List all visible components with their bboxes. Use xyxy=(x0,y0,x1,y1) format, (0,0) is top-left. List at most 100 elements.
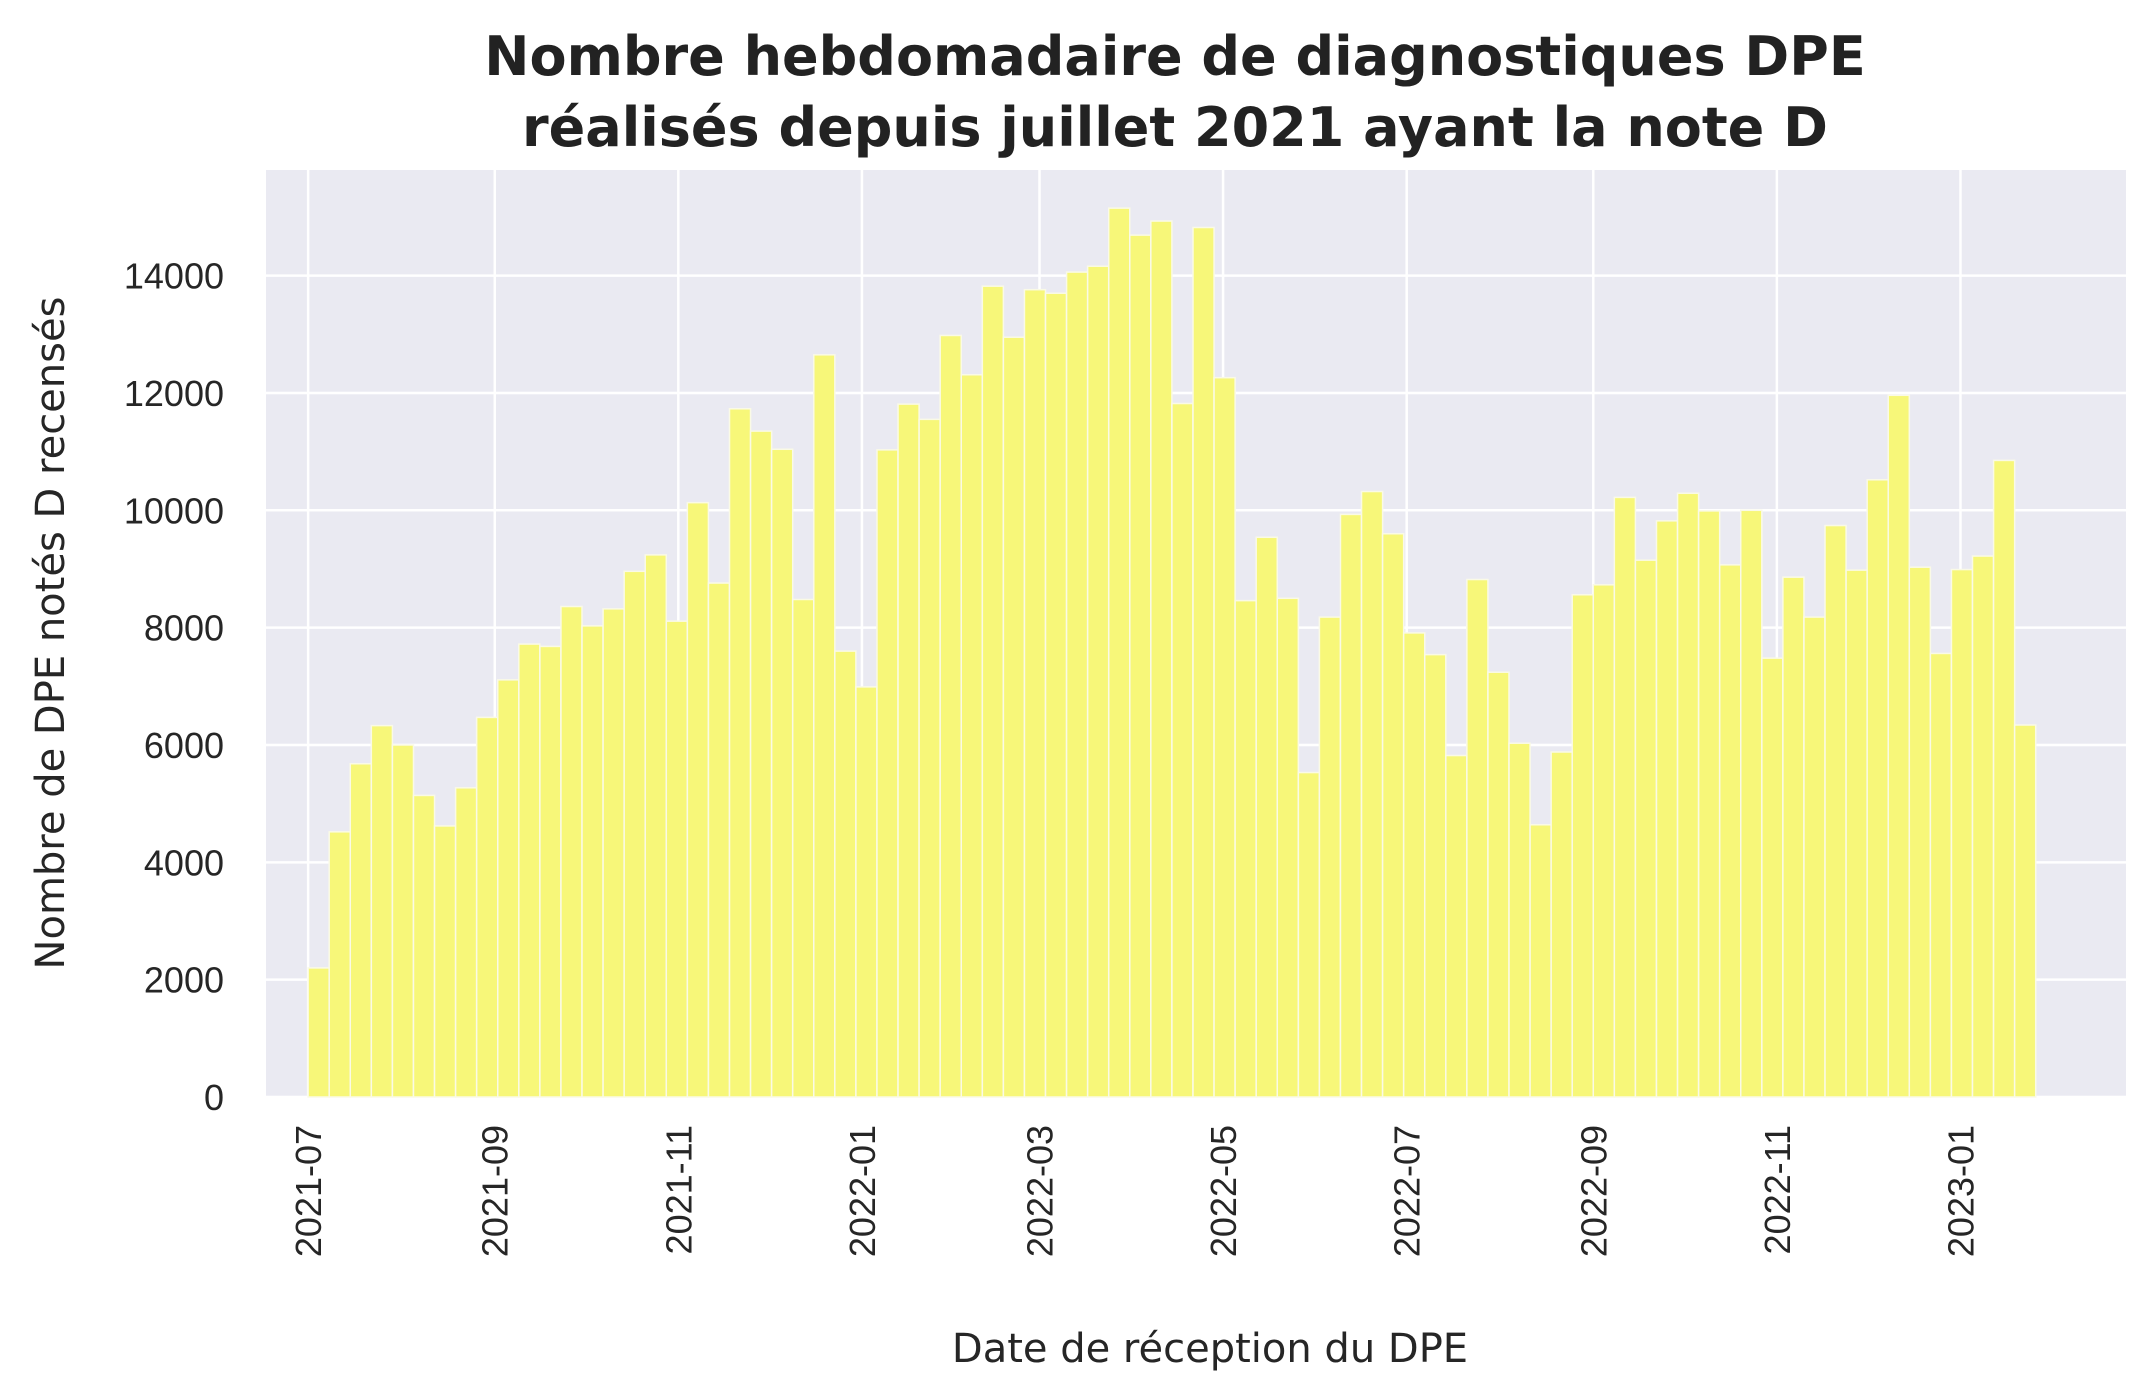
histogram-bar xyxy=(1487,671,1510,1098)
histogram-bar xyxy=(412,794,436,1098)
histogram-bar xyxy=(1150,220,1173,1098)
histogram-bar xyxy=(370,724,394,1098)
histogram-bar xyxy=(1297,771,1321,1098)
histogram-bar xyxy=(1592,584,1616,1098)
histogram-bar xyxy=(1086,265,1110,1098)
x-tick-label: 2021-11 xyxy=(658,1125,699,1254)
histogram-bar xyxy=(433,825,457,1098)
histogram-bar xyxy=(707,582,731,1098)
histogram-bar xyxy=(1023,288,1047,1098)
histogram-bar xyxy=(728,408,752,1098)
histogram-bar xyxy=(581,625,604,1098)
x-tick-label: 2022-07 xyxy=(1387,1125,1428,1257)
histogram-bar xyxy=(855,686,878,1098)
histogram-bar xyxy=(328,831,352,1098)
histogram-bar xyxy=(1171,402,1194,1098)
histogram-bar xyxy=(749,430,773,1098)
x-tick-label: 2022-09 xyxy=(1573,1125,1614,1257)
y-tick-label: 8000 xyxy=(144,608,224,649)
histogram-bar xyxy=(644,554,668,1098)
histogram-bar xyxy=(1445,754,1468,1098)
histogram-bar xyxy=(1761,657,1784,1098)
histogram-bar xyxy=(1318,616,1342,1098)
chart-title-line-1: Nombre hebdomadaire de diagnostiques DPE xyxy=(484,25,1865,88)
histogram-bar xyxy=(1740,509,1763,1098)
histogram-bar xyxy=(1529,824,1552,1098)
histogram-bar xyxy=(1697,510,1721,1098)
histogram-bar xyxy=(1950,568,1974,1098)
histogram-bar xyxy=(1929,652,1953,1098)
histogram-bar xyxy=(918,418,941,1098)
histogram-bar xyxy=(1339,513,1363,1098)
histogram-bar xyxy=(1803,616,1826,1098)
histogram-bar xyxy=(1571,594,1595,1098)
histogram-bar xyxy=(1971,555,1995,1098)
histogram-bar xyxy=(1508,742,1531,1098)
x-tick-label: 2023-01 xyxy=(1940,1125,1981,1257)
histogram-bar xyxy=(1213,376,1236,1098)
histogram-bar xyxy=(939,334,962,1098)
x-tick-labels: 2021-07 2021-09 2021-11 2022-01 2022-03 2022-… xyxy=(288,1125,1981,1257)
histogram-bar xyxy=(1065,271,1089,1098)
histogram-bar xyxy=(1718,564,1742,1098)
y-tick-label: 2000 xyxy=(144,960,224,1001)
histogram-bar xyxy=(602,608,625,1098)
x-tick-label: 2022-03 xyxy=(1019,1125,1060,1257)
histogram-bar xyxy=(1634,559,1658,1098)
histogram-bar xyxy=(1613,496,1637,1098)
histogram-bar xyxy=(1655,520,1679,1098)
histogram-bar xyxy=(1887,394,1911,1098)
histogram-bar xyxy=(539,645,562,1098)
y-tick-label: 6000 xyxy=(144,725,224,766)
y-tick-label: 12000 xyxy=(124,373,224,414)
x-tick-label: 2022-01 xyxy=(842,1125,883,1257)
chart-title-line-2: réalisés depuis juillet 2021 ayant la no… xyxy=(522,96,1828,159)
x-tick-label: 2021-09 xyxy=(475,1125,516,1257)
histogram-bar xyxy=(307,967,330,1098)
histogram-bar xyxy=(560,605,583,1098)
histogram-bar xyxy=(1466,578,1489,1098)
histogram-bar xyxy=(496,679,520,1098)
histogram-bar xyxy=(770,448,794,1098)
histogram-bar xyxy=(1044,292,1068,1098)
histogram-bar xyxy=(791,598,815,1098)
histogram-bar xyxy=(623,570,646,1098)
histogram-bar xyxy=(876,449,899,1098)
x-axis-label: Date de réception du DPE xyxy=(952,1326,1468,1372)
histogram-bar xyxy=(960,374,984,1098)
histogram-bar xyxy=(1676,492,1700,1098)
histogram-bar xyxy=(1002,336,1026,1098)
histogram-bars xyxy=(307,207,2037,1098)
histogram-bar xyxy=(1423,653,1447,1098)
histogram-bar xyxy=(1992,459,2016,1098)
histogram-bar xyxy=(1866,479,1889,1098)
histogram-bar xyxy=(1782,576,1805,1098)
histogram-bar xyxy=(1107,207,1131,1098)
x-tick-label: 2022-05 xyxy=(1203,1125,1244,1257)
histogram-bar xyxy=(2013,724,2037,1098)
histogram-bar xyxy=(1192,226,1215,1098)
histogram-bar xyxy=(349,762,373,1098)
y-tick-labels: 0 2000 4000 6000 8000 10000 12000 14000 xyxy=(124,256,224,1118)
histogram-bar xyxy=(1276,597,1300,1098)
histogram-bar xyxy=(1234,599,1257,1098)
histogram-bar xyxy=(1129,234,1152,1098)
histogram-bar xyxy=(1360,490,1384,1098)
histogram-bar xyxy=(518,643,541,1098)
histogram-bar xyxy=(1908,566,1932,1098)
histogram-bar xyxy=(1550,751,1573,1098)
histogram-bar xyxy=(1255,536,1279,1098)
y-tick-label: 14000 xyxy=(124,256,224,297)
x-tick-label: 2022-11 xyxy=(1757,1125,1798,1254)
histogram-bar xyxy=(686,501,710,1098)
y-tick-label: 4000 xyxy=(144,842,224,883)
histogram-bar xyxy=(454,787,478,1098)
y-axis-label: Nombre de DPE notés D recensés xyxy=(28,297,74,970)
x-tick-label: 2021-07 xyxy=(288,1125,329,1257)
y-tick-label: 10000 xyxy=(124,490,224,531)
histogram-bar xyxy=(665,620,689,1098)
histogram-bar xyxy=(475,716,499,1098)
histogram-bar xyxy=(1845,569,1868,1098)
histogram-bar xyxy=(813,354,836,1098)
